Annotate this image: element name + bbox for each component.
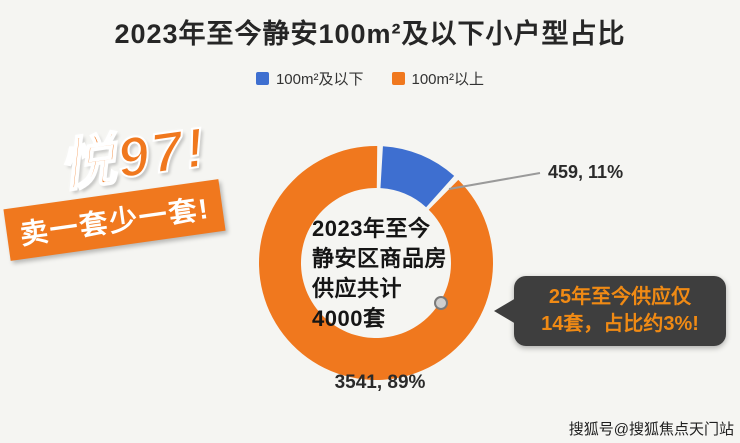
legend-item-under-100: 100m²及以下 [255,68,364,89]
slice-label-under-100: 459, 11% [548,162,624,182]
center-text-line4: 4000套 [312,306,386,331]
callout-pointer-icon [494,298,516,324]
slice-label-over-100: 3541, 89% [334,372,426,393]
chart-legend: 100m²及以下 100m²以上 [0,68,740,89]
donut-slice-under-100 [380,146,455,208]
legend-swatch-orange [391,72,405,85]
leader-line [448,172,541,190]
callout-anchor-dot [434,296,448,310]
callout-line1: 25年至今供应仅 [548,286,692,308]
legend-label-under-100: 100m²及以下 [275,71,364,88]
center-text-line3: 供应共计 [312,276,403,301]
donut-center-text: 2023年至今 静安区商品房 供应共计 4000套 [312,214,447,334]
legend-item-over-100: 100m²以上 [391,68,485,89]
legend-label-over-100: 100m²以上 [411,71,485,88]
watermark: 搜狐号@搜狐焦点天门站 [568,421,734,438]
callout-line2: 14套，占比约3%! [541,313,699,335]
donut-slices [259,146,494,381]
legend-swatch-blue [255,72,269,85]
callout-bubble: 25年至今供应仅 14套，占比约3%! [494,276,726,346]
donut-slice-over-100 [259,146,494,381]
center-text-line2: 静安区商品房 [312,246,448,271]
center-text-line1: 2023年至今 [312,216,431,241]
chart-title: 2023年至今静安100m²及以下小户型占比 [114,19,626,49]
